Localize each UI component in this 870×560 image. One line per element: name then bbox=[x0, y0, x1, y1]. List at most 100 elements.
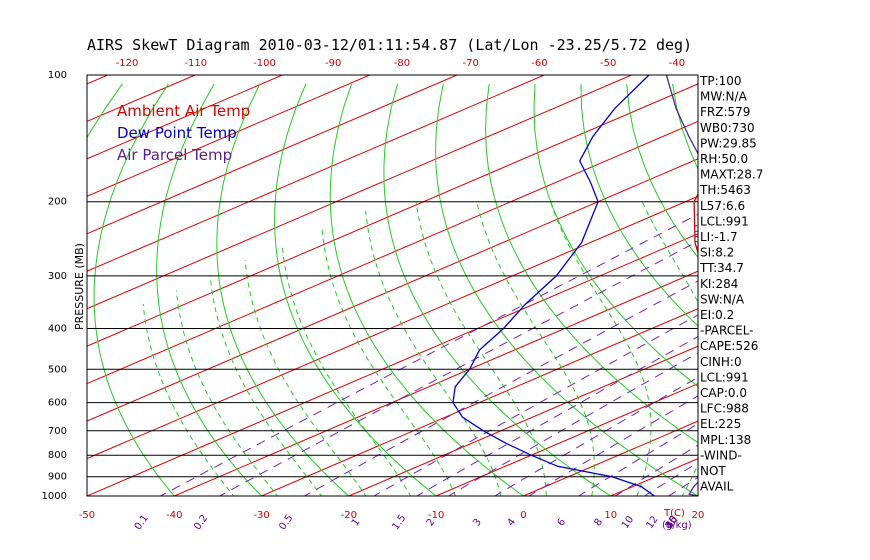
isotherm-line bbox=[87, 75, 545, 272]
mixing-ratio-line bbox=[372, 314, 698, 496]
mixing-ratio-tick-label: 2 bbox=[425, 517, 438, 529]
isotherm-line bbox=[87, 75, 458, 235]
dry-adiabat-line bbox=[435, 83, 698, 496]
dry-adiabat-line bbox=[626, 83, 698, 259]
temp-tick-label: 0 bbox=[520, 510, 526, 521]
dry-adiabat-line bbox=[329, 83, 525, 496]
mixing-ratio-tick-label: 6 bbox=[556, 517, 569, 529]
dry-adiabat-line bbox=[0, 84, 31, 505]
plot-frame bbox=[86, 74, 699, 497]
mixing-ratio-line bbox=[493, 376, 698, 496]
index-entry-4: PW:29.85 bbox=[700, 136, 757, 150]
mix-unit-label: (g/kg) bbox=[662, 520, 692, 531]
moist-adiabat-line bbox=[641, 201, 698, 496]
mixing-ratio-tick-label: 10 bbox=[620, 514, 636, 531]
pressure-tick-label: 800 bbox=[48, 450, 67, 461]
isotherm-line bbox=[87, 233, 698, 496]
dry-adiabat-line bbox=[0, 84, 77, 505]
mixing-ratio-tick-label: 3 bbox=[471, 517, 484, 529]
moist-adiabat-line bbox=[244, 259, 367, 496]
moist-adiabat-line bbox=[415, 201, 547, 496]
temp-tick-label: -50 bbox=[79, 510, 95, 521]
y-axis-label: PRESSURE (MB) bbox=[73, 243, 86, 330]
moist-adiabat-line bbox=[549, 201, 652, 496]
isotherm-line bbox=[87, 75, 632, 310]
mixing-ratio-line bbox=[758, 75, 870, 505]
index-entry-2: FRZ:579 bbox=[700, 105, 750, 119]
mixing-ratio-line bbox=[614, 444, 698, 496]
dry-adiabat-line bbox=[156, 83, 263, 496]
pressure-tick-label: 400 bbox=[48, 323, 67, 334]
pressure-tick-label: 100 bbox=[48, 70, 67, 81]
index-entry-22: EL:225 bbox=[700, 417, 741, 431]
mixing-ratio-line bbox=[218, 240, 698, 496]
mixing-ratio-line bbox=[784, 75, 870, 505]
mixing-ratio-line bbox=[303, 280, 698, 496]
legend: Ambient Air Temp Dew Point Temp Air Parcel… bbox=[117, 102, 250, 164]
index-entry-0: TP:100 bbox=[699, 74, 742, 88]
isotherm-line bbox=[87, 75, 283, 160]
pressure-tick-label: 1000 bbox=[42, 491, 67, 502]
index-entry-12: TT:34.7 bbox=[699, 261, 744, 275]
index-entry-9: LCL:991 bbox=[700, 214, 749, 228]
moist-adiabat-line bbox=[765, 202, 870, 505]
top-temp-tick-label: -110 bbox=[184, 58, 207, 69]
grid bbox=[0, 75, 870, 505]
mixing-ratio-tick-label: 1.5 bbox=[390, 513, 408, 532]
top-temp-tick-label: -120 bbox=[116, 58, 139, 69]
legend-entry-2: Air Parcel Temp bbox=[117, 146, 232, 164]
index-entry-21: LFC:988 bbox=[700, 402, 749, 416]
moist-adiabat-line bbox=[808, 202, 870, 505]
pressure-tick-label: 500 bbox=[48, 364, 67, 375]
moist-adiabat-line bbox=[321, 227, 457, 496]
legend-entry-1: Dew Point Temp bbox=[117, 124, 237, 142]
index-entry-8: L57:6.6 bbox=[700, 199, 745, 213]
top-temp-tick-label: -70 bbox=[463, 58, 479, 69]
index-entry-26: AVAIL bbox=[700, 480, 734, 494]
temp-unit-label: T(C) bbox=[663, 508, 685, 519]
top-temp-tick-label: -90 bbox=[325, 58, 341, 69]
dry-adiabat-line bbox=[856, 84, 870, 505]
mixing-ratio-line bbox=[643, 461, 698, 496]
top-temp-tick-label: -50 bbox=[600, 58, 616, 69]
index-entry-16: -PARCEL- bbox=[700, 324, 754, 338]
index-entry-20: CAP:0.0 bbox=[700, 386, 747, 400]
pressure-tick-label: 200 bbox=[48, 197, 67, 208]
mixing-ratio-tick-label: 4 bbox=[506, 517, 519, 529]
isotherm-line bbox=[261, 308, 698, 496]
mixing-ratio-tick-label: 0.1 bbox=[133, 513, 151, 532]
temp-tick-label: 10 bbox=[604, 510, 617, 521]
moist-adiabat-line bbox=[175, 290, 279, 496]
pressure-tick-label: 300 bbox=[48, 271, 67, 282]
dry-adiabat-line bbox=[485, 83, 698, 444]
top-temp-tick-label: -100 bbox=[253, 58, 276, 69]
isotherm-line bbox=[174, 270, 698, 496]
index-entry-18: CINH:0 bbox=[700, 355, 742, 369]
index-entry-6: MAXT:28.7 bbox=[700, 168, 763, 182]
isotherm-line bbox=[87, 195, 698, 460]
index-entry-23: MPL:138 bbox=[700, 433, 751, 447]
index-entry-19: LCL:991 bbox=[700, 370, 749, 384]
temp-tick-label: -20 bbox=[341, 510, 357, 521]
temp-tick-label: -30 bbox=[253, 510, 269, 521]
isotherm-line bbox=[87, 75, 370, 197]
temp-tick-label: -10 bbox=[428, 510, 444, 521]
mixing-ratio-tick-label: 8 bbox=[592, 517, 605, 529]
top-temp-tick-label: -80 bbox=[394, 58, 410, 69]
top-temp-tick-label: -60 bbox=[531, 58, 547, 69]
index-entry-10: LI:-1.7 bbox=[700, 230, 738, 244]
dry-adiabat-line bbox=[764, 84, 870, 505]
isotherm-line bbox=[785, 75, 870, 496]
index-entry-1: MW:N/A bbox=[700, 90, 748, 104]
index-entry-7: TH:5463 bbox=[699, 183, 751, 197]
pressure-tick-label: 600 bbox=[48, 398, 67, 409]
chart-title: AIRS SkewT Diagram 2010-03-12/01:11:54.8… bbox=[87, 36, 692, 54]
dry-adiabat-line bbox=[274, 83, 437, 496]
dry-adiabat-line bbox=[810, 84, 870, 505]
index-entry-5: RH:50.0 bbox=[700, 152, 748, 166]
mixing-ratio-tick-label: 12 bbox=[644, 514, 660, 531]
index-entry-14: SW:N/A bbox=[700, 292, 745, 306]
index-entry-13: KI:284 bbox=[700, 277, 738, 291]
